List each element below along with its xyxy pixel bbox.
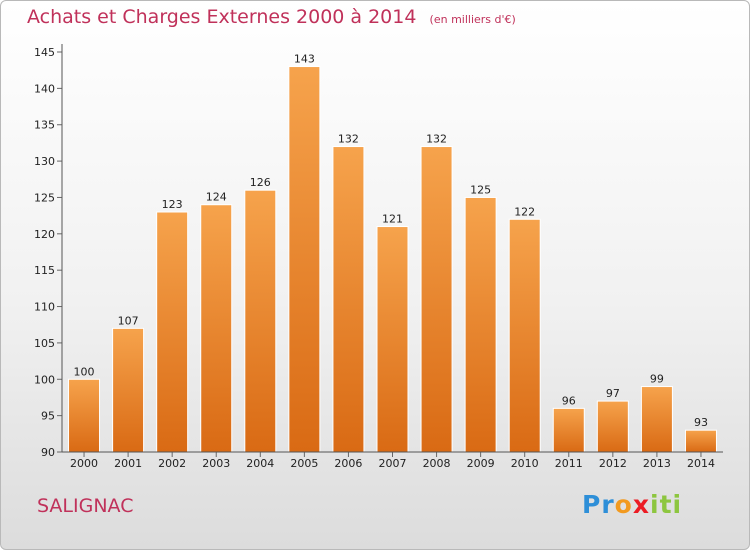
bar	[244, 189, 277, 453]
bar-value-label: 121	[382, 213, 403, 226]
y-tick-label: 95	[41, 410, 55, 423]
x-tick-label: 2007	[379, 457, 407, 470]
bar	[508, 218, 541, 453]
x-tick-label: 2009	[467, 457, 495, 470]
y-tick-label: 105	[34, 337, 55, 350]
bar-value-label: 93	[694, 416, 708, 429]
x-tick-label: 2000	[70, 457, 98, 470]
bar-value-label: 123	[162, 198, 183, 211]
chart-title-text: Achats et Charges Externes 2000 à 2014	[27, 6, 417, 28]
bar-value-label: 132	[426, 133, 447, 146]
x-tick-label: 2011	[555, 457, 583, 470]
y-tick-label: 145	[34, 46, 55, 59]
logo-letter: P	[582, 490, 602, 519]
chart-title: Achats et Charges Externes 2000 à 2014 (…	[27, 6, 516, 28]
x-tick-label: 2002	[158, 457, 186, 470]
x-tick-label: 2014	[687, 457, 715, 470]
y-tick-label: 90	[41, 446, 55, 459]
bar-value-label: 96	[562, 394, 576, 407]
y-tick-label: 135	[34, 119, 55, 132]
bar-value-label: 122	[514, 205, 535, 218]
bar	[464, 196, 497, 453]
bar	[200, 204, 233, 453]
y-tick-label: 100	[34, 373, 55, 386]
bar	[288, 66, 321, 453]
y-tick-label: 140	[34, 82, 55, 95]
bar-value-label: 97	[606, 387, 620, 400]
bar	[156, 211, 189, 453]
y-tick-label: 115	[34, 264, 55, 277]
y-tick-label: 130	[34, 155, 55, 168]
x-tick-label: 2006	[334, 457, 362, 470]
proxiti-logo: Proxiti	[582, 490, 682, 519]
bar	[112, 327, 145, 453]
bar	[332, 146, 365, 453]
bar-value-label: 132	[338, 133, 359, 146]
bar-value-label: 99	[650, 373, 664, 386]
bar	[640, 386, 673, 453]
x-tick-label: 2005	[290, 457, 318, 470]
commune-name: SALIGNAC	[37, 495, 134, 517]
x-tick-label: 2001	[114, 457, 142, 470]
bar	[596, 400, 629, 453]
bar	[376, 226, 409, 453]
bar	[684, 429, 717, 453]
x-tick-label: 2013	[643, 457, 671, 470]
chart-unit-note: (en milliers d'€)	[429, 13, 516, 26]
bar	[552, 407, 585, 453]
bar-value-label: 126	[250, 176, 271, 189]
x-tick-label: 2004	[246, 457, 274, 470]
bar	[68, 378, 101, 453]
x-tick-label: 2008	[423, 457, 451, 470]
bar-value-label: 124	[206, 191, 227, 204]
logo-letter: i	[672, 490, 683, 519]
x-tick-label: 2003	[202, 457, 230, 470]
y-tick-label: 110	[34, 301, 55, 314]
bar	[420, 146, 453, 453]
bar-value-label: 143	[294, 53, 315, 66]
bar-value-label: 100	[74, 365, 95, 378]
x-tick-label: 2010	[511, 457, 539, 470]
y-tick-label: 120	[34, 228, 55, 241]
bar-value-label: 125	[470, 183, 491, 196]
logo-letter: x	[632, 490, 650, 519]
logo-letter: i	[650, 490, 660, 519]
x-tick-label: 2012	[599, 457, 627, 470]
bar-value-label: 107	[118, 314, 139, 327]
logo-letter: o	[614, 490, 633, 519]
logo-letter: r	[601, 490, 615, 519]
logo-letter: t	[659, 490, 673, 519]
y-tick-label: 125	[34, 191, 55, 204]
